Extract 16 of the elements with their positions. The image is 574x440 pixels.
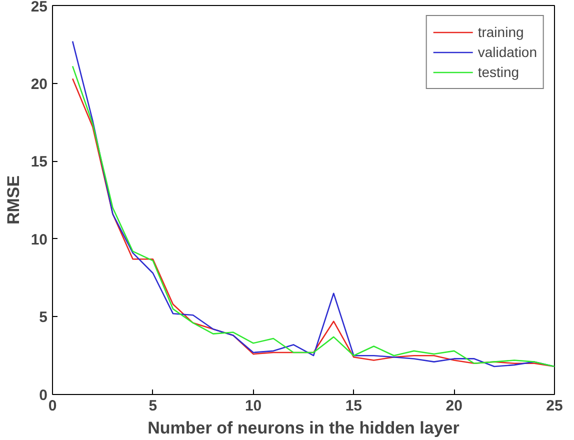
y-tick-label: 15 [30, 154, 48, 171]
y-axis-title: RMSE [4, 175, 23, 225]
y-tick-label: 25 [30, 0, 48, 16]
x-axis-title: Number of neurons in the hidden layer [148, 418, 460, 438]
x-tick-label: 5 [148, 398, 158, 414]
y-tick-label: 10 [30, 231, 48, 248]
x-tick-label: 20 [446, 398, 462, 414]
y-tick-label: 5 [39, 309, 48, 326]
legend-label: testing [478, 64, 520, 80]
legend-label: training [478, 24, 524, 40]
x-tick-label: 15 [345, 398, 362, 414]
x-tick-label: 25 [546, 398, 563, 414]
y-tick-label: 0 [39, 387, 48, 404]
x-tick-label: 10 [244, 398, 262, 414]
y-tick-label: 20 [30, 76, 48, 93]
legend-label: validation [478, 44, 537, 60]
